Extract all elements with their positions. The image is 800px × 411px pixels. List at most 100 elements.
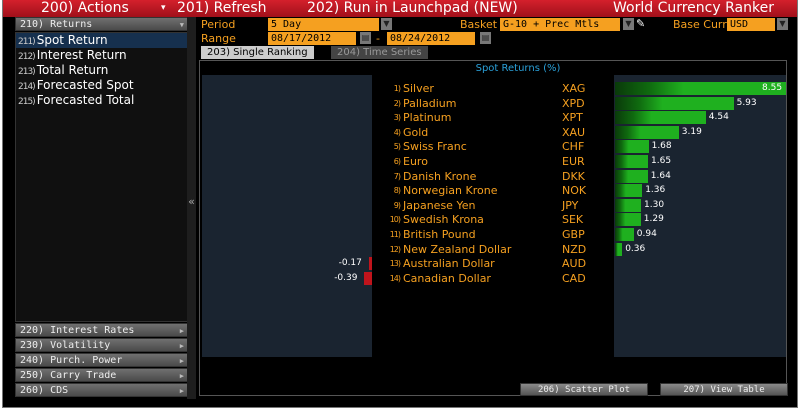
range-to-input[interactable]: 08/24/2012 <box>387 32 475 45</box>
rank-number: 2) <box>393 98 401 108</box>
edit-pencil-icon[interactable]: ✎ <box>636 17 646 30</box>
chevron-right-icon: ▶ <box>179 372 184 380</box>
currency-code: GBP <box>562 228 585 241</box>
view-table-button[interactable]: 207) View Table <box>660 383 788 396</box>
tab-time-series[interactable]: 204) Time Series <box>331 46 428 59</box>
currency-code: JPY <box>562 198 579 212</box>
rank-number: 5) <box>393 142 401 152</box>
currency-name: Japanese Yen <box>403 198 476 212</box>
chevron-right-icon: ▶ <box>179 357 184 365</box>
actions-menu[interactable]: 200) Actions <box>41 0 129 16</box>
returns-submenu: 211) Spot Return 212) Interest Return 213) To… <box>15 32 189 322</box>
rank-number: 14) <box>389 273 401 283</box>
item-number: 214) <box>18 82 36 92</box>
bar <box>615 140 649 154</box>
currency-code: XAU <box>562 125 586 139</box>
menu-cds[interactable]: 260) CDS ▶ <box>15 383 189 397</box>
bar-value: 0.36 <box>625 243 646 254</box>
chevron-right-icon: ▶ <box>179 387 184 395</box>
rank-number: 4) <box>393 127 401 137</box>
range-label: Range <box>201 32 236 45</box>
dropdown-arrow-icon[interactable]: ▼ <box>381 18 392 30</box>
bar <box>615 242 623 256</box>
item-number: 213) <box>18 67 36 77</box>
sidebar-item-forecasted-total[interactable]: 215) Forecasted Total <box>16 93 188 108</box>
rank-number: 3) <box>393 113 401 123</box>
currency-name: Palladium <box>403 96 457 110</box>
item-label: Forecasted Total <box>36 93 135 107</box>
rank-number: 8) <box>393 186 401 196</box>
item-number: 211) <box>18 37 36 47</box>
item-label: Spot Return <box>36 33 108 47</box>
rank-number: 10) <box>389 215 401 225</box>
sidebar-item-forecasted-spot[interactable]: 214) Forecasted Spot <box>16 78 188 93</box>
period-label: Period <box>201 18 236 31</box>
currency-name: British Pound <box>403 228 476 241</box>
base-currency-label: Base Curr <box>673 18 727 31</box>
calendar-icon[interactable]: ▤ <box>360 32 371 44</box>
chevron-right-icon: ▶ <box>179 327 184 335</box>
period-select[interactable]: 5 Day <box>268 18 379 31</box>
bar <box>615 111 706 125</box>
tab-single-ranking[interactable]: 203) Single Ranking <box>201 46 314 59</box>
rank-number: 11) <box>389 230 401 239</box>
item-label: Interest Return <box>36 48 127 62</box>
chart-title: Spot Returns (%) <box>475 63 561 74</box>
scatter-plot-button[interactable]: 206) Scatter Plot <box>520 383 648 396</box>
currency-code: SEK <box>562 213 584 227</box>
chevron-right-icon: ▶ <box>179 342 184 350</box>
dropdown-arrow-icon[interactable]: ▾ <box>161 3 166 13</box>
basket-select[interactable]: G-10 + Prec Mtls <box>500 18 620 31</box>
sidebar: 210) Returns ▼ 211) Spot Return 212) Interes… <box>15 17 189 399</box>
dropdown-arrow-icon[interactable]: ▼ <box>777 18 788 30</box>
currency-name: Euro <box>403 155 428 168</box>
currency-name: Silver <box>403 82 434 95</box>
item-number: 212) <box>18 52 36 62</box>
item-label: Forecasted Spot <box>36 78 134 92</box>
app-title: World Currency Ranker <box>613 0 774 16</box>
bar <box>615 155 648 168</box>
menu-label: 230) Volatility <box>20 340 111 351</box>
bar-value: 0.94 <box>636 229 657 239</box>
ranking-chart: Spot Returns (%) 1) Silver XAG 8.55 2) Pal… <box>199 60 787 396</box>
menu-interest-rates[interactable]: 220) Interest Rates ▶ <box>15 323 189 337</box>
menu-volatility[interactable]: 230) Volatility ▶ <box>15 338 189 352</box>
currency-code: EUR <box>562 155 585 168</box>
category-menus: 220) Interest Rates ▶ 230) Volatility ▶ 240)… <box>15 323 189 397</box>
range-separator: - <box>376 32 380 45</box>
sidebar-item-interest-return[interactable]: 212) Interest Return <box>16 48 188 63</box>
menu-carry-trade[interactable]: 250) Carry Trade ▶ <box>15 368 189 382</box>
currency-code: AUD <box>562 257 587 271</box>
bar-value: -0.17 <box>338 258 362 269</box>
sidebar-item-total-return[interactable]: 213) Total Return <box>16 63 188 78</box>
bar-value: 1.29 <box>643 214 664 225</box>
currency-name: Canadian Dollar <box>403 271 491 285</box>
range-from-input[interactable]: 08/17/2012 <box>268 32 356 45</box>
calendar-icon[interactable]: ▤ <box>480 32 491 44</box>
returns-dropdown[interactable]: 210) Returns ▼ <box>15 17 189 31</box>
refresh-button[interactable]: 201) Refresh <box>177 0 267 16</box>
dropdown-arrow-icon[interactable]: ▼ <box>623 18 634 30</box>
bar-value: 3.19 <box>681 126 702 137</box>
bar <box>615 82 786 95</box>
bar <box>615 169 648 183</box>
currency-code: XPD <box>562 96 585 110</box>
collapse-sidebar-button[interactable]: « <box>187 17 196 399</box>
menu-purch-power[interactable]: 240) Purch. Power ▶ <box>15 353 189 367</box>
menu-label: 260) CDS <box>20 385 69 396</box>
currency-code: XAG <box>562 82 586 95</box>
main-panel: Period 5 Day ▼ Range 08/17/2012 ▤ - 08/2… <box>197 17 789 399</box>
currency-code: DKK <box>562 169 585 183</box>
currency-code: NZD <box>562 242 587 256</box>
currency-name: Swedish Krona <box>403 213 484 227</box>
base-currency-select[interactable]: USD <box>727 18 775 31</box>
bar-value: 4.54 <box>708 112 729 123</box>
launchpad-button[interactable]: 202) Run in Launchpad (NEW) <box>307 0 518 16</box>
returns-label: 210) Returns <box>20 19 93 30</box>
item-label: Total Return <box>36 63 109 77</box>
bar <box>615 96 734 110</box>
bar <box>615 228 634 241</box>
bar <box>368 257 372 271</box>
sidebar-item-spot-return[interactable]: 211) Spot Return <box>16 33 188 48</box>
currency-name: Norwegian Krone <box>403 184 498 198</box>
